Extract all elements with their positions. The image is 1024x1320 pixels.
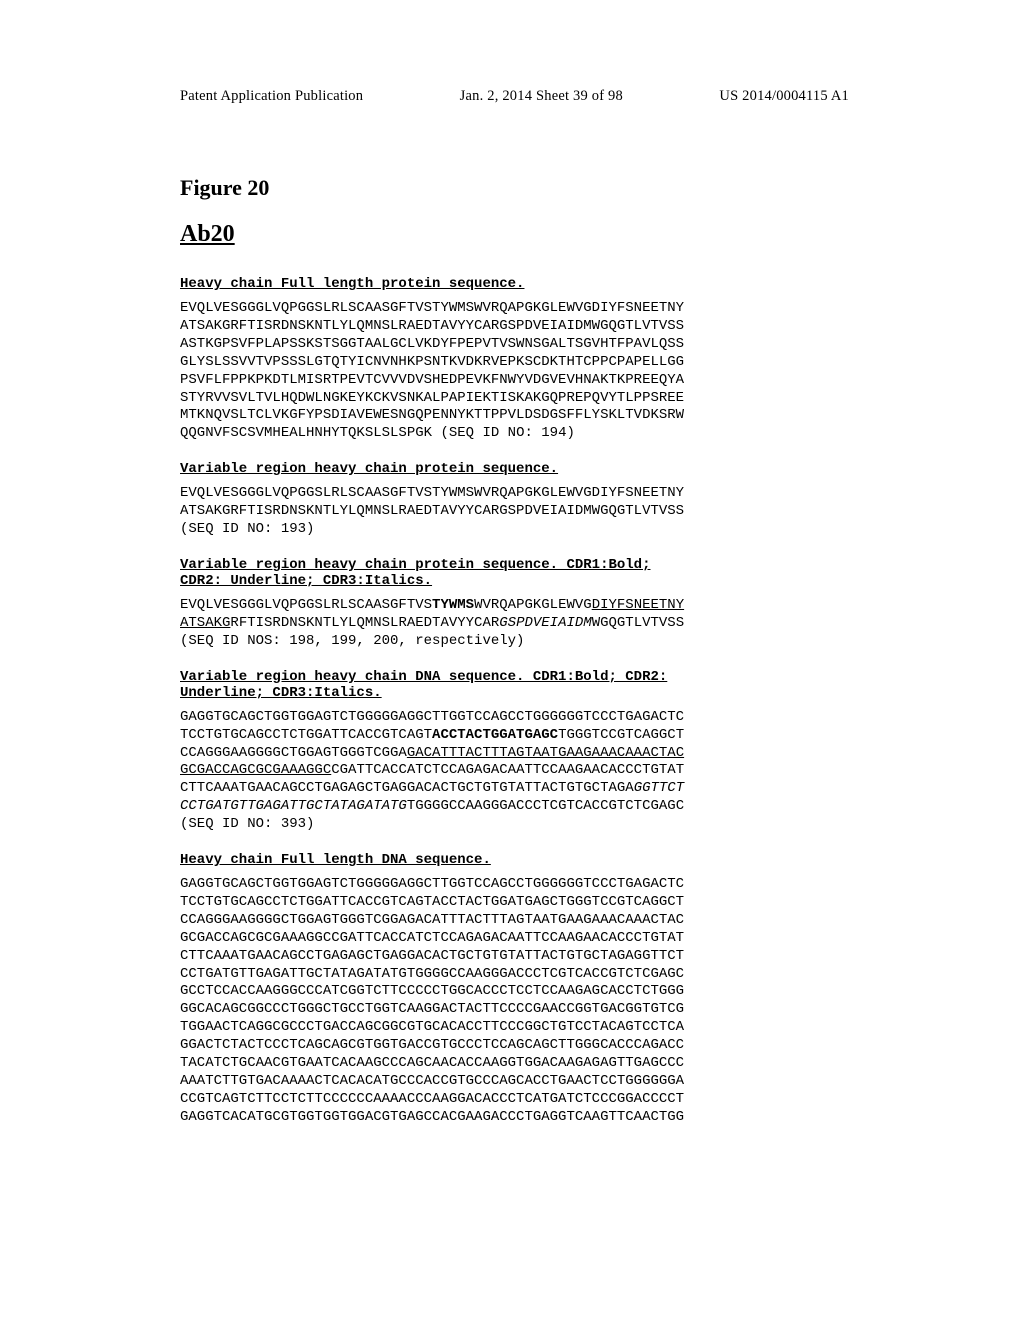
ab-label: Ab20	[180, 221, 849, 248]
seq-vr-hc-dna: GAGGTGCAGCTGGTGGAGTCTGGGGGAGGCTTGGTCCAGC…	[180, 709, 849, 834]
section-title-hc-full-protein: Heavy chain Full length protein sequence…	[180, 276, 849, 292]
seq-vr-hc-protein-cdr: EVQLVESGGGLVQPGGSLRLSCAASGFTVSTYWMSWVRQA…	[180, 597, 849, 651]
page: Patent Application Publication Jan. 2, 2…	[0, 0, 1024, 1171]
section-title-hc-full-dna: Heavy chain Full length DNA sequence.	[180, 852, 849, 868]
section-title-vr-hc-protein-cdr: Variable region heavy chain protein sequ…	[180, 557, 849, 589]
header-left: Patent Application Publication	[180, 88, 363, 105]
header-center: Jan. 2, 2014 Sheet 39 of 98	[460, 88, 623, 105]
seq-hc-full-protein: EVQLVESGGGLVQPGGSLRLSCAASGFTVSTYWMSWVRQA…	[180, 300, 849, 443]
seq-vr-hc-protein: EVQLVESGGGLVQPGGSLRLSCAASGFTVSTYWMSWVRQA…	[180, 485, 849, 539]
section-title-vr-hc-dna: Variable region heavy chain DNA sequence…	[180, 669, 849, 701]
header-right: US 2014/0004115 A1	[719, 88, 849, 105]
figure-label: Figure 20	[180, 175, 849, 201]
page-header: Patent Application Publication Jan. 2, 2…	[180, 88, 849, 105]
seq-hc-full-dna: GAGGTGCAGCTGGTGGAGTCTGGGGGAGGCTTGGTCCAGC…	[180, 876, 849, 1127]
section-title-vr-hc-protein: Variable region heavy chain protein sequ…	[180, 461, 849, 477]
